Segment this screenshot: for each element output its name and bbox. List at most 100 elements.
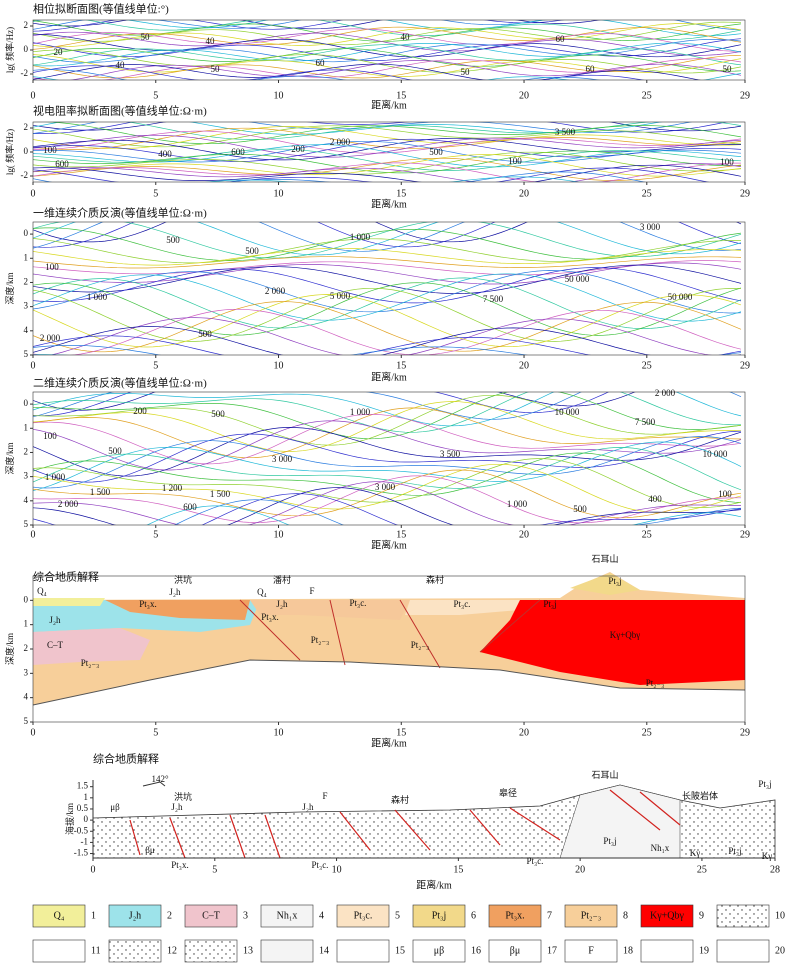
- contour-label: 60: [586, 64, 596, 74]
- contour-line: [33, 54, 742, 79]
- contour-label: 50 000: [668, 292, 693, 302]
- legend-swatch: [336, 939, 390, 963]
- contour-line: [33, 44, 742, 66]
- x-tick-label: 25: [642, 188, 652, 199]
- x-tick-label: 5: [153, 90, 158, 101]
- contour-label: 100: [508, 156, 522, 166]
- contour-label: 1 000: [45, 472, 66, 482]
- legend-symbol: Q₄: [54, 910, 65, 921]
- contour-label: 3 000: [272, 454, 293, 464]
- contour-label: Pt₂₋₃: [646, 678, 665, 688]
- x-tick-label: 10: [274, 90, 284, 101]
- legend-swatch: [640, 904, 694, 928]
- contour-label: 20: [54, 47, 64, 57]
- y-tick-label: 2: [24, 447, 29, 457]
- x-tick-label: 20: [575, 864, 585, 875]
- contour-label: 600: [231, 147, 245, 157]
- contour-label: 皋径: [499, 787, 517, 798]
- contour-line: [33, 287, 742, 342]
- contour-label: Pt₃j: [758, 779, 771, 789]
- legend: Q₄ 1 J₂h 2 C–T 3 Nh₁x 4 Pt₃c. 5 Pt₃j 6 Pt₃x. 7 Pt₂₋₃ 8 K…: [32, 904, 785, 963]
- x-tick-label: 25: [642, 529, 652, 540]
- contour-label: 60: [316, 58, 326, 68]
- contour-line: [33, 31, 742, 56]
- legend-number: 8: [623, 910, 628, 921]
- contour-label: 50 000: [565, 274, 590, 284]
- x-axis-label: 距离/km: [416, 878, 452, 891]
- legend-number: 9: [699, 910, 704, 921]
- x-axis-label: 距离/km: [371, 98, 407, 111]
- panel-title: 综合地质解释: [93, 752, 159, 766]
- legend-number: 13: [243, 945, 253, 956]
- y-tick-label: -1: [81, 836, 89, 846]
- legend-swatch: [412, 939, 466, 963]
- contour-line: [33, 392, 742, 440]
- contour-line: [33, 65, 645, 80]
- contour-label: 200: [291, 144, 305, 154]
- legend-number: 1: [91, 910, 96, 921]
- legend-number: 16: [471, 945, 481, 956]
- contour-label: Pt₃x.: [261, 612, 278, 622]
- x-tick-label: 29: [740, 188, 750, 199]
- contour-label: 40: [401, 32, 411, 42]
- contour-label: 500: [429, 147, 443, 157]
- x-tick-label: 15: [396, 188, 406, 199]
- contour-label: 1 000: [350, 407, 371, 417]
- contour-label: 2 000: [655, 388, 676, 398]
- y-tick-label: 0: [24, 594, 29, 604]
- contour-line: [33, 256, 742, 269]
- contour-line: [33, 151, 742, 175]
- contour-label: J₂h: [302, 802, 314, 812]
- x-tick-label: 10: [332, 864, 342, 875]
- contour-line: [33, 427, 742, 477]
- x-tick-label: 10: [274, 360, 284, 371]
- x-axis-label: 距离/km: [371, 197, 407, 210]
- legend-number: 15: [395, 945, 405, 956]
- contour-line: [33, 441, 742, 492]
- contour-label: 40: [116, 60, 126, 70]
- contour-label: 500: [198, 329, 212, 339]
- contour-label: 1 500: [90, 487, 111, 497]
- plot-frame: [32, 391, 746, 526]
- contour-line: [33, 21, 742, 46]
- contour-label: 50: [211, 64, 221, 74]
- contour-line: [33, 42, 742, 67]
- x-tick-label: 20: [519, 529, 529, 540]
- x-tick-label: 15: [396, 727, 406, 738]
- contour-line: [33, 344, 742, 355]
- y-tick-label: 3: [24, 301, 29, 311]
- legend-number: 18: [623, 945, 633, 956]
- contour-line: [33, 63, 701, 80]
- y-tick-label: 2: [24, 122, 29, 132]
- contour-line: [33, 222, 742, 259]
- contour-line: [33, 38, 742, 63]
- x-tick-label: 28: [770, 864, 780, 875]
- contour-label: Pt₃x.: [139, 599, 156, 609]
- contour-label: 1 000: [507, 499, 528, 509]
- x-tick-label: 5: [153, 529, 158, 540]
- contour-label: 600: [183, 502, 197, 512]
- x-tick-label: 0: [31, 529, 36, 540]
- contour-label: 400: [158, 149, 172, 159]
- contour-line: [33, 273, 742, 322]
- x-tick-label: 0: [31, 360, 36, 371]
- x-tick-label: 15: [453, 864, 463, 875]
- contour-line: [33, 171, 646, 182]
- contour-label: 潘村: [273, 574, 291, 585]
- contour-label: 1 200: [162, 483, 183, 493]
- legend-symbol: Nh₁x: [277, 910, 298, 921]
- x-tick-label: 29: [740, 90, 750, 101]
- y-tick-label: -1.5: [74, 848, 89, 858]
- x-tick-label: 25: [642, 360, 652, 371]
- legend-swatch: [108, 904, 162, 928]
- contour-line: [33, 227, 742, 261]
- legend-symbol: Pt₃x.: [505, 910, 524, 921]
- contour-label: Kγ: [690, 848, 700, 858]
- x-tick-label: 20: [519, 90, 529, 101]
- contour-line: [33, 28, 741, 52]
- x-tick-label: 5: [153, 727, 158, 738]
- contour-label: 2 000: [265, 286, 286, 296]
- contour-label: 7 500: [635, 417, 656, 427]
- contour-label: 石耳山: [591, 770, 618, 780]
- y-axis-label: 深度/km: [4, 442, 15, 474]
